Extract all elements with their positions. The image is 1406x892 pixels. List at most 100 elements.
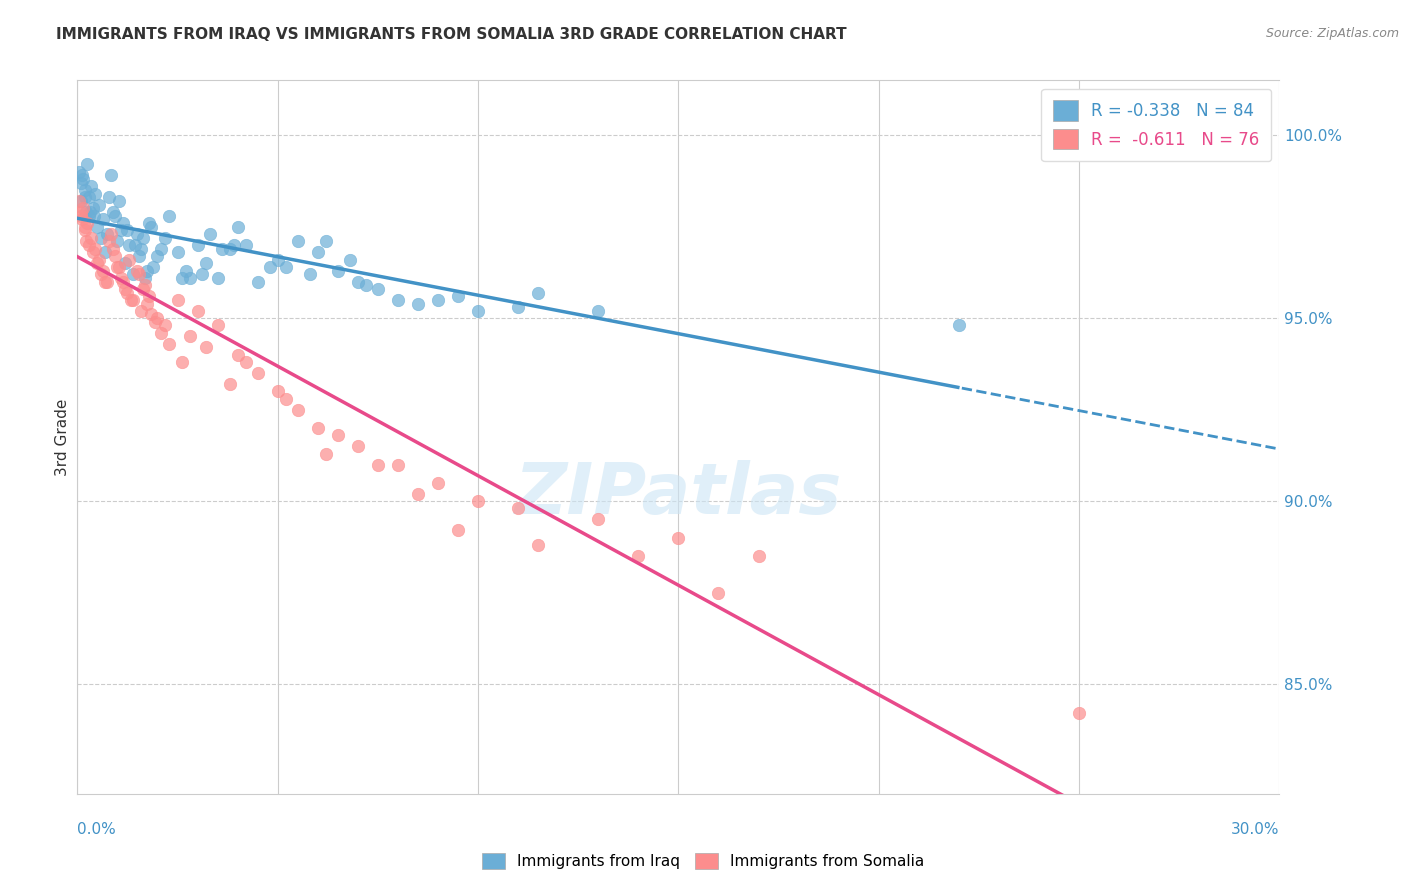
Point: [508, 300, 530, 314]
Point: [84, 186, 107, 201]
Point: [218, 242, 240, 256]
Point: [235, 355, 257, 369]
Point: [339, 252, 361, 267]
Point: [159, 209, 181, 223]
Point: [142, 260, 165, 274]
Point: [104, 249, 127, 263]
Point: [287, 235, 309, 249]
Point: [84, 242, 107, 256]
Point: [83, 209, 105, 223]
Point: [668, 531, 690, 545]
Point: [527, 285, 550, 300]
Point: [122, 267, 145, 281]
Point: [136, 296, 159, 310]
Point: [150, 242, 173, 256]
Point: [150, 326, 173, 340]
Point: [131, 303, 153, 318]
Text: Source: ZipAtlas.com: Source: ZipAtlas.com: [1265, 27, 1399, 40]
Text: ZIPatlas: ZIPatlas: [515, 459, 842, 529]
Point: [138, 289, 160, 303]
Point: [508, 501, 530, 516]
Point: [138, 216, 160, 230]
Point: [98, 190, 121, 204]
Point: [146, 311, 169, 326]
Point: [67, 165, 90, 179]
Point: [588, 512, 610, 526]
Point: [86, 219, 108, 234]
Point: [94, 275, 117, 289]
Point: [141, 219, 163, 234]
Point: [347, 439, 370, 453]
Point: [67, 194, 90, 208]
Point: [298, 267, 321, 281]
Point: [307, 245, 329, 260]
Point: [77, 190, 100, 204]
Point: [207, 318, 229, 333]
Point: [96, 227, 118, 241]
Point: [367, 458, 389, 472]
Point: [141, 308, 163, 322]
Point: [100, 227, 122, 241]
Point: [79, 238, 101, 252]
Point: [211, 242, 233, 256]
Point: [107, 260, 129, 274]
Point: [90, 230, 112, 244]
Point: [76, 216, 98, 230]
Point: [246, 366, 269, 380]
Point: [326, 428, 349, 442]
Point: [117, 223, 139, 237]
Point: [127, 263, 149, 277]
Point: [174, 263, 197, 277]
Point: [707, 585, 730, 599]
Point: [187, 238, 209, 252]
Point: [132, 282, 155, 296]
Legend: R = -0.338   N = 84, R =  -0.611   N = 76: R = -0.338 N = 84, R = -0.611 N = 76: [1042, 88, 1271, 161]
Point: [69, 176, 91, 190]
Point: [103, 242, 125, 256]
Point: [367, 282, 389, 296]
Point: [90, 267, 112, 281]
Point: [274, 260, 297, 274]
Point: [627, 549, 650, 563]
Point: [73, 223, 96, 237]
Point: [75, 235, 97, 249]
Point: [274, 392, 297, 406]
Point: [86, 256, 108, 270]
Point: [427, 293, 450, 307]
Point: [427, 475, 450, 490]
Point: [222, 238, 245, 252]
Point: [315, 235, 337, 249]
Point: [93, 212, 115, 227]
Point: [114, 282, 136, 296]
Point: [1069, 706, 1091, 721]
Point: [82, 202, 104, 216]
Point: [70, 209, 93, 223]
Point: [89, 197, 111, 211]
Point: [107, 235, 129, 249]
Point: [467, 303, 489, 318]
Point: [94, 245, 117, 260]
Point: [235, 238, 257, 252]
Point: [246, 275, 269, 289]
Point: [194, 256, 217, 270]
Point: [108, 260, 131, 274]
Point: [166, 293, 188, 307]
Point: [315, 446, 337, 460]
Point: [93, 263, 115, 277]
Point: [79, 205, 101, 219]
Point: [75, 205, 97, 219]
Point: [117, 285, 139, 300]
Point: [527, 538, 550, 552]
Point: [190, 267, 212, 281]
Point: [118, 238, 141, 252]
Point: [267, 252, 290, 267]
Text: 30.0%: 30.0%: [1232, 822, 1279, 837]
Point: [124, 238, 146, 252]
Point: [155, 318, 177, 333]
Point: [75, 219, 97, 234]
Point: [387, 458, 409, 472]
Point: [166, 245, 188, 260]
Point: [108, 194, 131, 208]
Point: [70, 212, 93, 227]
Point: [103, 205, 125, 219]
